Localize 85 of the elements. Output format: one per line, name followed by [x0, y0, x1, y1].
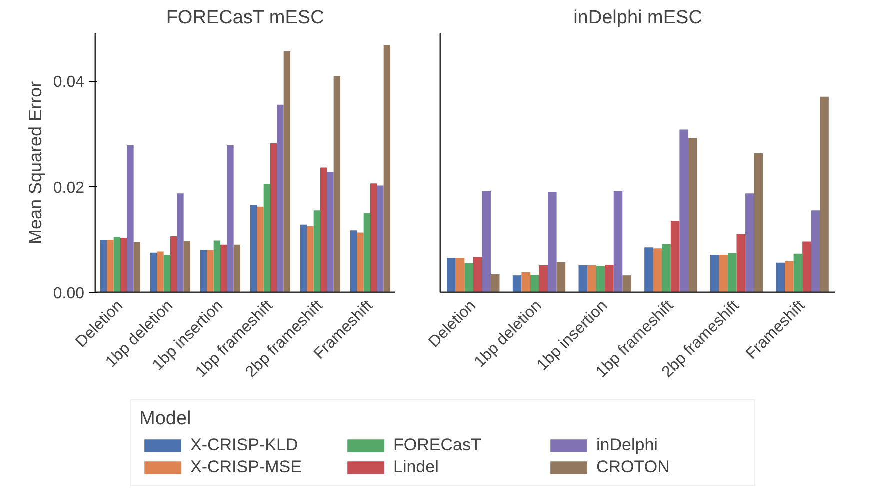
bar	[314, 210, 320, 292]
bar	[350, 230, 358, 292]
bar	[644, 248, 654, 292]
bar	[794, 254, 803, 292]
bar	[114, 237, 120, 292]
bar	[207, 250, 214, 292]
bar	[107, 240, 114, 292]
bar	[548, 192, 557, 292]
bar	[320, 168, 328, 292]
legend-label: X-CRISP-KLD	[190, 435, 300, 455]
bar	[456, 258, 465, 292]
bar	[605, 265, 614, 292]
chart-title: inDelphi mESC	[574, 8, 702, 28]
y-tick-label: 0.04	[53, 74, 85, 92]
bar	[588, 266, 596, 292]
bar	[100, 240, 108, 292]
bar	[811, 210, 820, 292]
bar	[170, 236, 178, 292]
bar	[127, 146, 134, 292]
bar	[327, 172, 334, 292]
legend-label: Lindel	[394, 457, 440, 477]
bar	[688, 138, 698, 292]
legend-label: CROTON	[596, 457, 671, 477]
bar	[264, 184, 270, 292]
bar	[177, 194, 184, 292]
y-tick-label: 0.02	[53, 180, 85, 197]
bar	[680, 130, 688, 292]
legend-title: Model	[140, 408, 192, 430]
legend-label: FORECasT	[394, 435, 482, 455]
bar	[530, 275, 540, 292]
bar	[802, 242, 812, 292]
bar	[334, 76, 340, 292]
bar	[622, 276, 632, 292]
bar	[284, 51, 290, 292]
bar	[670, 221, 680, 292]
bar	[377, 186, 384, 292]
bar	[464, 263, 474, 292]
legend-label: X-CRISP-MSE	[190, 457, 303, 477]
bar	[307, 226, 314, 292]
bar	[754, 153, 764, 292]
bar	[157, 252, 164, 292]
bar	[257, 206, 264, 292]
bar	[370, 184, 378, 292]
bar	[277, 104, 284, 292]
y-tick-label: 0.00	[53, 286, 85, 302]
bar	[710, 254, 720, 292]
bar	[120, 238, 128, 292]
bar	[539, 266, 548, 292]
bar	[300, 224, 308, 292]
bar	[820, 96, 829, 292]
bar	[134, 242, 140, 292]
bar	[384, 45, 390, 292]
bar	[150, 252, 158, 292]
bar	[200, 250, 208, 292]
bar	[164, 254, 170, 292]
bar	[227, 146, 234, 292]
bar	[184, 241, 190, 292]
bar	[728, 253, 737, 292]
bar	[447, 258, 456, 292]
bar	[512, 276, 522, 292]
bar	[220, 244, 228, 292]
bar	[214, 240, 220, 292]
bar	[364, 213, 370, 292]
bar	[746, 194, 754, 292]
bar	[719, 254, 728, 292]
bar	[482, 191, 491, 292]
bar	[662, 244, 671, 292]
bar	[234, 244, 240, 292]
bar	[473, 257, 482, 292]
bar	[357, 232, 364, 292]
bar	[776, 262, 786, 292]
bar	[556, 262, 566, 292]
bar	[250, 205, 258, 292]
bar	[490, 274, 500, 292]
bar	[596, 266, 606, 292]
bar	[578, 266, 588, 292]
legend-label: inDelphi	[596, 435, 659, 455]
bar	[270, 143, 278, 292]
bar	[785, 261, 794, 292]
bar	[614, 191, 623, 292]
bar	[736, 234, 746, 292]
chart-title: FORECasT mESC	[166, 8, 324, 28]
bar	[653, 248, 662, 292]
bar	[522, 272, 530, 292]
y-axis-title: Mean Squared Error	[25, 81, 46, 245]
